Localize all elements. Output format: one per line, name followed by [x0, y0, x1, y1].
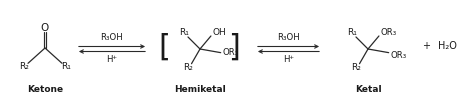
Text: R₁: R₁ — [61, 62, 71, 71]
Text: ]: ] — [228, 33, 240, 62]
Text: R₂: R₂ — [352, 63, 362, 72]
Text: R₂: R₂ — [19, 62, 29, 71]
Text: Hemiketal: Hemiketal — [174, 86, 226, 94]
Text: O: O — [41, 23, 49, 33]
Text: R₃OH: R₃OH — [277, 34, 300, 43]
Text: OH: OH — [212, 29, 226, 37]
Text: +: + — [422, 41, 430, 51]
Text: Ketal: Ketal — [355, 86, 381, 94]
Text: R₁: R₁ — [347, 29, 357, 37]
Text: H₂O: H₂O — [438, 41, 456, 51]
Text: [: [ — [158, 33, 170, 62]
Text: OR₃: OR₃ — [381, 29, 397, 37]
Text: R₁: R₁ — [179, 29, 189, 37]
Text: OR₃: OR₃ — [223, 48, 239, 57]
Text: OR₃: OR₃ — [391, 51, 407, 60]
Text: R₃OH: R₃OH — [100, 34, 123, 43]
Text: R₂: R₂ — [183, 63, 193, 72]
Text: H⁺: H⁺ — [283, 55, 294, 63]
Text: Ketone: Ketone — [27, 86, 63, 94]
Text: H⁺: H⁺ — [107, 55, 118, 63]
